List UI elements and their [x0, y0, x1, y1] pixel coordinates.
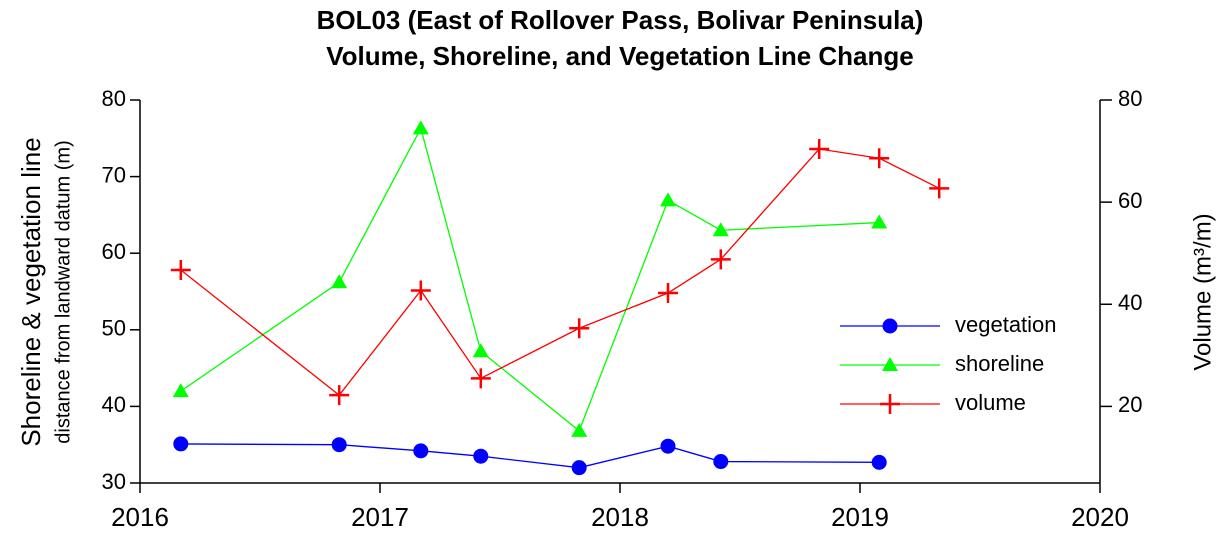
marker — [571, 422, 588, 437]
y2-tick-label: 20 — [1118, 392, 1142, 417]
series-line — [180, 126, 880, 432]
legend-label: volume — [955, 390, 1026, 415]
marker — [470, 368, 491, 389]
marker — [882, 318, 898, 334]
marker — [413, 443, 429, 459]
marker — [660, 192, 676, 207]
legend-label: shoreline — [955, 351, 1044, 376]
marker — [571, 460, 587, 476]
series-line — [180, 443, 880, 469]
marker — [412, 120, 429, 135]
marker — [710, 249, 731, 270]
marker — [871, 214, 888, 229]
marker — [569, 318, 590, 339]
marker — [660, 438, 676, 454]
y2-axis-label: Volume (m³/m) — [1189, 213, 1216, 370]
y-tick-label: 80 — [102, 86, 126, 111]
marker — [658, 283, 678, 304]
chart-subtitle: Volume, Shoreline, and Vegetation Line C… — [326, 41, 914, 71]
y2-tick-label: 60 — [1118, 188, 1142, 213]
marker — [329, 385, 350, 406]
marker — [170, 260, 191, 281]
marker — [929, 178, 950, 199]
chart-title: BOL03 (East of Rollover Pass, Bolivar Pe… — [317, 5, 924, 35]
marker — [882, 357, 898, 371]
x-tick-label: 2020 — [1071, 502, 1129, 532]
marker — [473, 448, 489, 464]
y-tick-label: 60 — [102, 239, 126, 264]
y2-tick-label: 80 — [1118, 86, 1142, 111]
marker — [173, 436, 189, 452]
legend-label: vegetation — [955, 312, 1057, 337]
x-tick-label: 2018 — [591, 502, 649, 532]
marker — [713, 454, 729, 470]
y-axis-sublabel: distance from landward datum (m) — [52, 140, 74, 443]
marker — [871, 454, 887, 470]
marker — [712, 222, 729, 237]
marker — [331, 437, 347, 453]
marker — [472, 343, 489, 358]
marker — [410, 280, 431, 301]
y-tick-label: 50 — [102, 316, 126, 341]
y-tick-label: 30 — [102, 469, 126, 494]
marker — [331, 274, 348, 289]
y2-tick-label: 40 — [1118, 290, 1142, 315]
marker — [880, 394, 900, 414]
series-line — [180, 148, 940, 397]
marker — [172, 383, 189, 398]
x-tick-label: 2016 — [111, 502, 169, 532]
marker — [809, 139, 830, 160]
y-tick-label: 70 — [102, 162, 126, 187]
marker — [869, 148, 890, 169]
x-tick-label: 2017 — [351, 502, 409, 532]
y-tick-label: 40 — [102, 392, 126, 417]
y-axis-label: Shoreline & vegetation line — [16, 137, 46, 446]
x-tick-label: 2019 — [831, 502, 889, 532]
